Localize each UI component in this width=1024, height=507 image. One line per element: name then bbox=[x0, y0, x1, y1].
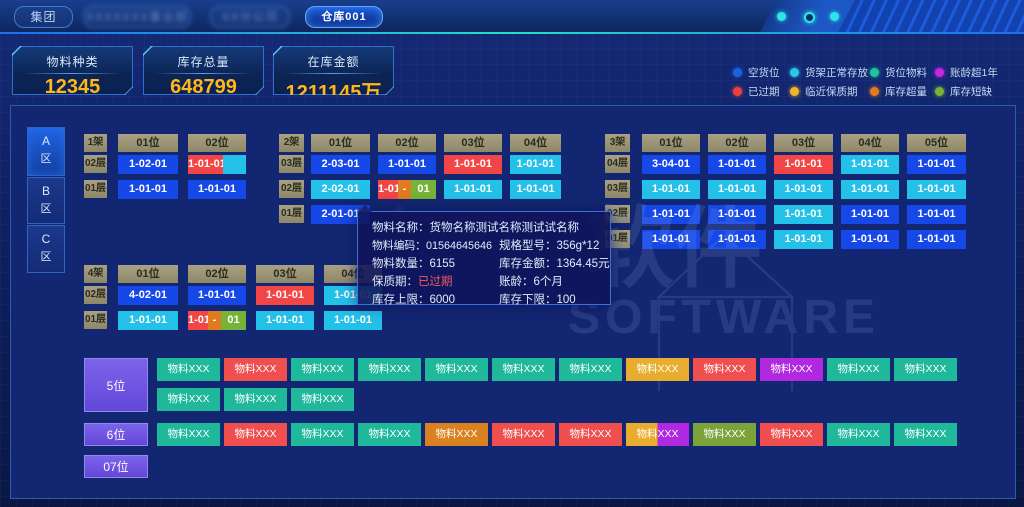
svg-text:SOFTWARE: SOFTWARE bbox=[568, 291, 880, 344]
